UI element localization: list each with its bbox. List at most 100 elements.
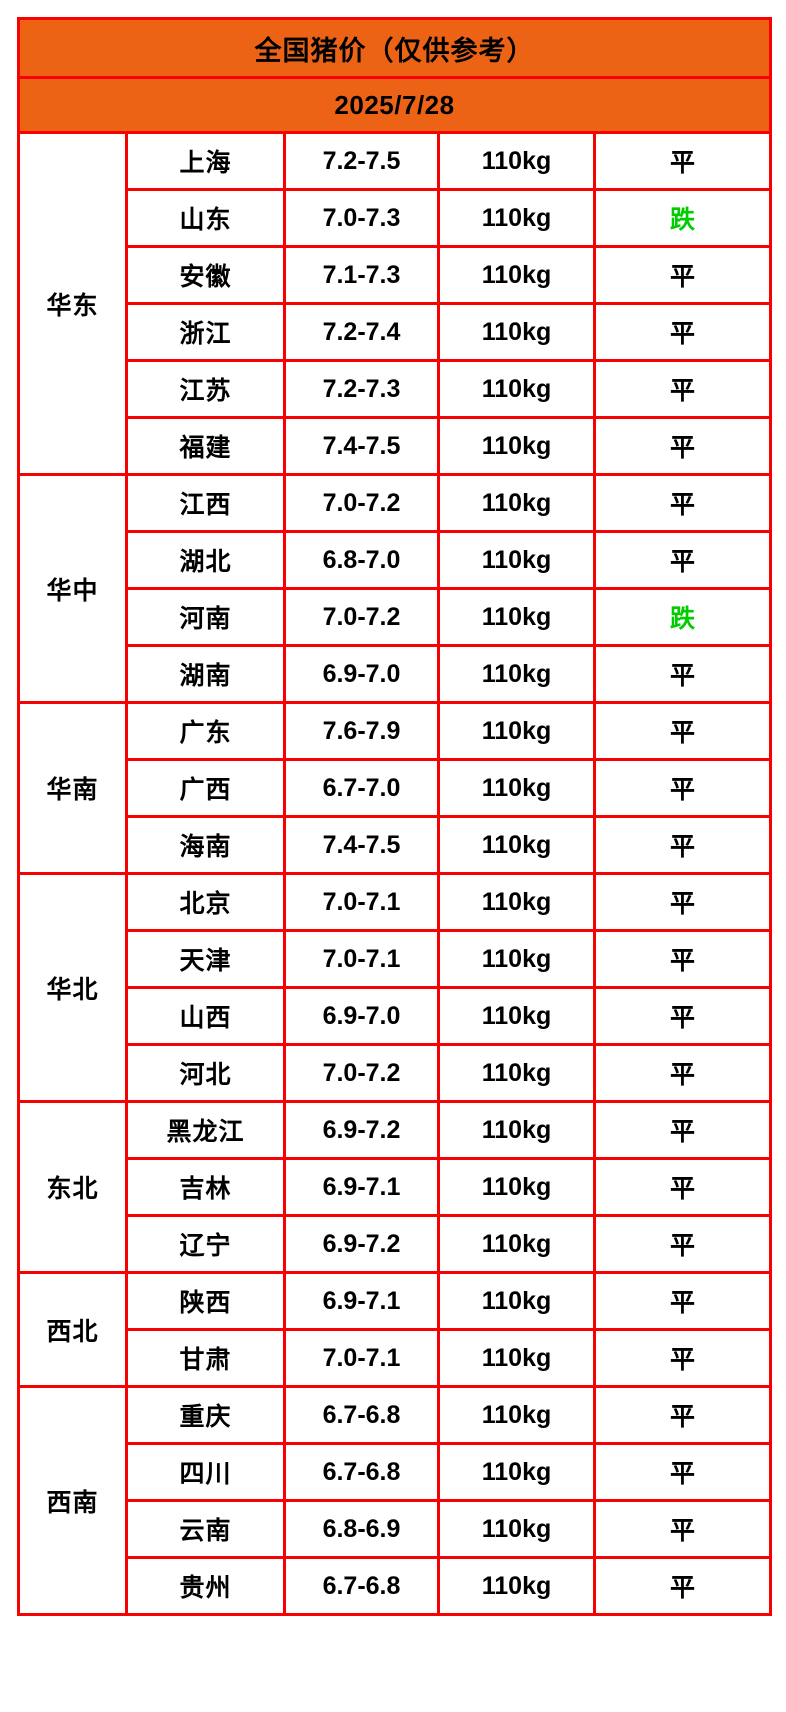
province-name: 山西 [125,986,286,1046]
table-row: 吉林 6.9-7.1 110kg 平 [19,1157,773,1217]
reference-weight: 110kg [437,1214,596,1274]
price-range: 6.9-7.2 [283,1100,440,1160]
price-range: 7.0-7.1 [283,1328,440,1388]
trend-indicator: 平 [592,1556,773,1616]
province-name: 云南 [125,1499,286,1559]
reference-weight: 110kg [437,929,596,989]
trend-indicator: 平 [592,416,773,476]
trend-indicator: 平 [592,1442,773,1502]
trend-indicator: 平 [592,644,773,704]
table-row: 华东 上海 7.2-7.5 110kg 平 [17,131,773,476]
table-row: 华北 北京 7.0-7.1 110kg 平 [17,872,773,1103]
reference-weight: 110kg [437,644,596,704]
price-range: 7.4-7.5 [283,815,440,875]
reference-weight: 110kg [437,1499,596,1559]
table-row: 四川 6.7-6.8 110kg 平 [19,1442,773,1502]
trend-indicator: 平 [592,1157,773,1217]
province-name: 浙江 [125,302,286,362]
region-label: 西南 [17,1385,128,1616]
table-row: 山西 6.9-7.0 110kg 平 [19,986,773,1046]
trend-indicator: 平 [592,929,773,989]
province-name: 广东 [125,701,286,761]
trend-indicator: 平 [592,302,773,362]
price-range: 7.0-7.3 [283,188,440,248]
trend-indicator: 平 [592,872,773,932]
trend-indicator: 平 [592,530,773,590]
table-row: 甘肃 7.0-7.1 110kg 平 [19,1328,773,1388]
trend-indicator: 平 [592,1043,773,1103]
trend-indicator: 平 [592,1100,773,1160]
reference-weight: 110kg [437,701,596,761]
table-row: 湖北 6.8-7.0 110kg 平 [19,530,773,590]
table-row: 天津 7.0-7.1 110kg 平 [19,929,773,989]
province-name: 黑龙江 [125,1100,286,1160]
price-range: 6.7-6.8 [283,1385,440,1445]
trend-indicator: 平 [592,131,773,191]
table-row: 西北 陕西 6.9-7.1 110kg 平 [17,1271,773,1388]
price-range: 6.9-7.2 [283,1214,440,1274]
trend-indicator: 平 [592,1499,773,1559]
table-date-row: 2025/7/28 [16,76,773,134]
province-name: 天津 [125,929,286,989]
trend-indicator: 平 [592,1328,773,1388]
trend-indicator: 平 [592,1271,773,1331]
province-name: 安徽 [125,245,286,305]
table-row: 华中 江西 7.0-7.2 110kg 平 [17,473,773,704]
province-name: 广西 [125,758,286,818]
price-range: 7.0-7.2 [283,1043,440,1103]
trend-indicator: 跌 [592,188,773,248]
reference-weight: 110kg [437,1442,596,1502]
price-range: 7.0-7.1 [283,872,440,932]
region-label: 华东 [17,131,128,476]
reference-weight: 110kg [437,1100,596,1160]
table-row: 贵州 6.7-6.8 110kg 平 [19,1556,773,1616]
region-label: 华南 [17,701,128,875]
reference-weight: 110kg [437,815,596,875]
page-title: 全国猪价（仅供参考） [16,17,773,79]
table-row: 广西 6.7-7.0 110kg 平 [19,758,773,818]
price-range: 6.9-7.0 [283,644,440,704]
reference-weight: 110kg [437,530,596,590]
table-row: 安徽 7.1-7.3 110kg 平 [19,245,773,305]
reference-weight: 110kg [437,986,596,1046]
reference-weight: 110kg [437,1157,596,1217]
price-range: 6.9-7.1 [283,1271,440,1331]
report-date: 2025/7/28 [16,76,773,134]
province-name: 河南 [125,587,286,647]
price-range: 6.7-6.8 [283,1556,440,1616]
price-range: 6.7-6.8 [283,1442,440,1502]
trend-indicator: 平 [592,701,773,761]
trend-indicator: 平 [592,986,773,1046]
table-row: 西南 重庆 6.7-6.8 110kg 平 [17,1385,773,1616]
price-range: 7.4-7.5 [283,416,440,476]
trend-indicator: 平 [592,758,773,818]
table-row: 河南 7.0-7.2 110kg 跌 [19,587,773,647]
province-name: 陕西 [125,1271,286,1331]
province-name: 福建 [125,416,286,476]
reference-weight: 110kg [437,587,596,647]
province-name: 湖北 [125,530,286,590]
table-row: 华南 广东 7.6-7.9 110kg 平 [17,701,773,875]
province-name: 甘肃 [125,1328,286,1388]
trend-indicator: 跌 [592,587,773,647]
price-range: 7.0-7.1 [283,929,440,989]
table-row: 东北 黑龙江 6.9-7.2 110kg 平 [17,1100,773,1274]
province-name: 江西 [125,473,286,533]
province-name: 重庆 [125,1385,286,1445]
province-name: 山东 [125,188,286,248]
trend-indicator: 平 [592,1214,773,1274]
trend-indicator: 平 [592,473,773,533]
price-range: 7.1-7.3 [283,245,440,305]
table-title-row: 全国猪价（仅供参考） [16,17,773,79]
reference-weight: 110kg [437,245,596,305]
province-name: 湖南 [125,644,286,704]
province-name: 北京 [125,872,286,932]
reference-weight: 110kg [437,131,596,191]
table-row: 山东 7.0-7.3 110kg 跌 [19,188,773,248]
national-pig-price-table: 全国猪价（仅供参考） 2025/7/28 华东 上海 7.2-7.5 110kg 平山东… [16,17,773,1616]
reference-weight: 110kg [437,302,596,362]
reference-weight: 110kg [437,872,596,932]
price-range: 6.9-7.0 [283,986,440,1046]
table-row: 海南 7.4-7.5 110kg 平 [19,815,773,875]
province-name: 贵州 [125,1556,286,1616]
